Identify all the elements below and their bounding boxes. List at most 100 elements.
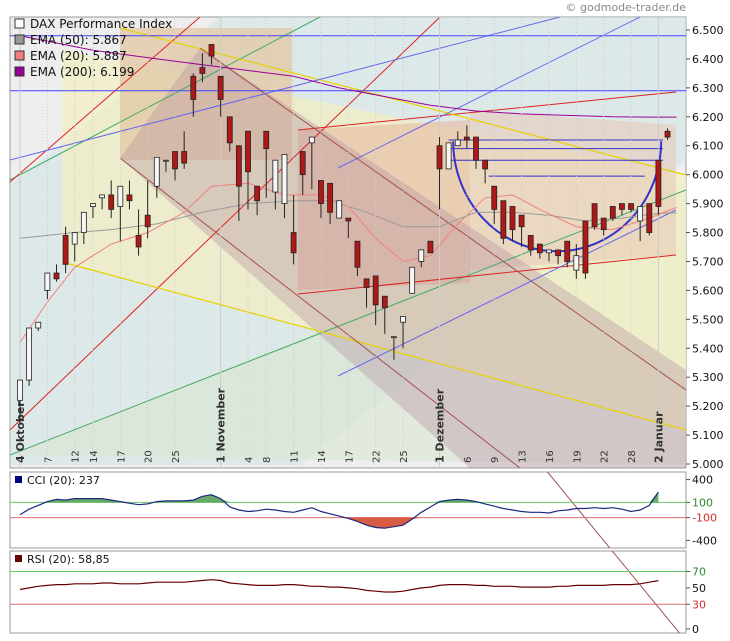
rsi-tick-label-0: 70: [692, 566, 706, 579]
candle-body: [299, 151, 306, 176]
date-label-20: 19: [572, 450, 583, 463]
candle-body: [318, 180, 324, 205]
rsi-legend-label: RSI (20): 58,85: [27, 553, 110, 566]
candle-body: [163, 159, 169, 162]
date-label-13: 22: [372, 450, 383, 463]
blue-line-1: [10, 17, 561, 161]
date-label-12: 17: [344, 450, 355, 463]
candle-body: [391, 336, 397, 339]
candle-body: [217, 75, 224, 100]
date-label-16: 6: [463, 457, 474, 463]
y-label-5: 6.000: [692, 169, 724, 182]
y-label-7: 5.800: [692, 227, 724, 240]
candle-body: [482, 159, 489, 170]
y-label-15: 5.000: [692, 458, 724, 471]
cci-tick-label-1: 100: [692, 496, 713, 509]
candle-body: [600, 217, 607, 231]
green-line-upper: [10, 17, 321, 181]
date-label-0: 4 Oktober: [14, 401, 27, 463]
tan-box-3: [470, 110, 676, 270]
candle-body: [536, 243, 543, 254]
cci-tick-label-2: -100: [692, 512, 717, 525]
legend-label-2: EMA (20): 5.887: [30, 49, 127, 63]
candle-body: [254, 185, 261, 202]
date-label-19: 16: [545, 450, 556, 463]
date-label-1: 7: [43, 457, 54, 463]
yellow-line-lower: [61, 261, 686, 431]
candle-body: [226, 116, 233, 144]
candle-body: [564, 240, 571, 262]
candle-body: [637, 206, 644, 222]
legend-swatch-2: [14, 50, 25, 61]
candle-body: [17, 379, 23, 401]
candle-body: [281, 154, 288, 205]
legend-label-1: EMA (50): 5.867: [30, 33, 127, 47]
candles: [17, 44, 671, 424]
red-wedge-upper: [297, 91, 677, 131]
candle-body: [272, 159, 279, 193]
date-label-10: 11: [290, 450, 301, 463]
candle-body: [290, 232, 297, 254]
rsi-tick-label-2: 30: [692, 598, 706, 611]
candle-body: [53, 272, 60, 280]
candle-body: [664, 130, 671, 138]
candle-body: [44, 272, 51, 291]
date-label-8: 4: [244, 457, 255, 463]
y-label-2: 6.300: [692, 82, 724, 95]
cci-tick-label-0: 400: [692, 474, 713, 487]
red-wedge-lower: [297, 254, 677, 295]
price-panel: 4 Oktober 7 12 14 17 20 25 1 November 4 8 11 14 17 22…: [9, 16, 724, 471]
date-label-17: 9: [490, 457, 501, 463]
blue-line-2: [337, 17, 641, 169]
rsi-line: [19, 579, 659, 593]
rsi-legend-swatch: [15, 555, 22, 562]
candle-body: [26, 327, 33, 381]
candle-body: [518, 214, 525, 228]
cci-overbought-fill: [20, 491, 659, 503]
candle-body: [500, 200, 507, 239]
candle-body: [573, 255, 580, 271]
candle-body: [628, 203, 634, 210]
date-label-11: 14: [317, 450, 328, 463]
rsi-inner: [10, 551, 686, 633]
candle-body: [190, 75, 197, 100]
candle-body: [336, 200, 343, 219]
candle-body: [235, 145, 242, 187]
candle-body: [454, 139, 461, 147]
candle-body: [418, 249, 425, 262]
y-label-10: 5.500: [692, 313, 724, 326]
y-label-11: 5.400: [692, 342, 724, 355]
candle-body: [427, 240, 434, 254]
legend-swatch-3: [14, 66, 25, 77]
cci-inner: [10, 472, 686, 548]
y-label-6: 5.900: [692, 198, 724, 211]
candle-body: [117, 185, 124, 207]
candle-body: [135, 235, 142, 248]
cci-legend-label: CCI (20): 237: [27, 474, 100, 487]
date-label-9: 8: [262, 457, 273, 463]
cci-diag-line: [546, 472, 611, 548]
ema-line-2: [19, 182, 677, 343]
cci-line: [19, 491, 659, 529]
date-label-3: 14: [89, 450, 100, 463]
date-label-7: 1 November: [215, 387, 228, 463]
candle-body: [354, 240, 361, 268]
candle-body: [372, 275, 379, 306]
rsi-tick-label-3: 0: [692, 623, 699, 636]
legend-label-0: DAX Performance Index: [30, 17, 172, 31]
candle-body: [582, 220, 589, 274]
candle-body: [99, 194, 105, 199]
red-line-upper: [10, 17, 201, 183]
candle-body: [509, 206, 516, 231]
legend-swatch-1: [14, 34, 25, 45]
candle-body: [172, 151, 178, 170]
candle-body: [491, 185, 498, 210]
candle-body: [263, 130, 270, 150]
candle-body: [655, 159, 662, 207]
date-label-5: 20: [144, 450, 155, 463]
cci-tick-label-3: -400: [692, 534, 717, 547]
candle-body: [308, 136, 315, 144]
date-label-2: 12: [71, 450, 82, 463]
y-label-8: 5.700: [692, 255, 724, 268]
candle-body: [62, 235, 69, 265]
